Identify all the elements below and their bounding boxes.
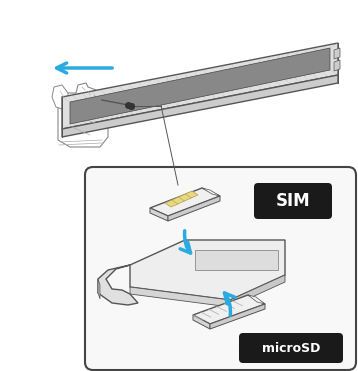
Polygon shape — [58, 83, 108, 147]
FancyBboxPatch shape — [254, 183, 332, 219]
Polygon shape — [334, 48, 340, 59]
Polygon shape — [195, 250, 278, 270]
Polygon shape — [202, 188, 220, 196]
Polygon shape — [193, 295, 265, 324]
Polygon shape — [70, 48, 330, 124]
FancyBboxPatch shape — [85, 167, 356, 370]
Text: SIM: SIM — [276, 192, 310, 210]
Polygon shape — [150, 208, 168, 221]
Polygon shape — [210, 304, 265, 329]
Polygon shape — [334, 60, 340, 71]
Polygon shape — [130, 287, 230, 307]
Polygon shape — [193, 315, 210, 329]
Polygon shape — [230, 275, 285, 307]
Polygon shape — [98, 279, 100, 299]
Polygon shape — [62, 43, 338, 129]
Polygon shape — [248, 295, 265, 304]
Polygon shape — [62, 75, 338, 137]
Polygon shape — [52, 85, 68, 109]
Polygon shape — [168, 196, 220, 221]
FancyBboxPatch shape — [239, 333, 343, 363]
Polygon shape — [130, 240, 285, 300]
Polygon shape — [150, 188, 220, 216]
Polygon shape — [165, 191, 198, 207]
Text: microSD: microSD — [262, 341, 320, 355]
Polygon shape — [98, 265, 138, 305]
